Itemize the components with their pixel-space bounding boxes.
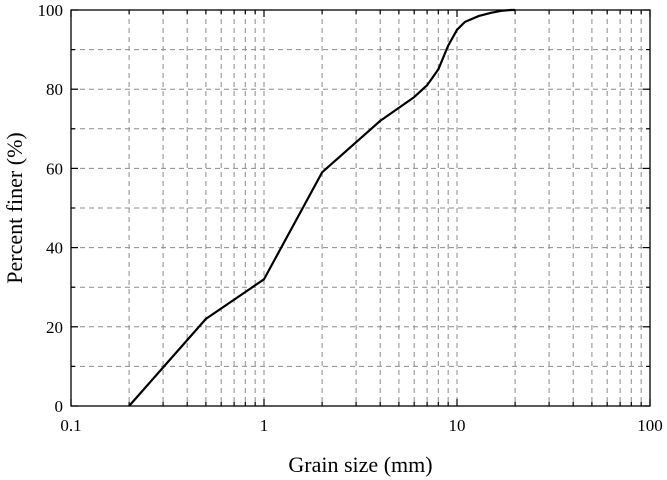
x-tick-label: 0.1 <box>60 416 81 435</box>
y-tick-label: 100 <box>38 1 64 20</box>
y-tick-label: 80 <box>46 80 63 99</box>
y-tick-label: 0 <box>55 397 64 416</box>
tick-labels: 0.1 1 10 100 0 20 40 60 80 100 <box>38 1 663 435</box>
x-tick-label: 10 <box>449 416 466 435</box>
x-axis-title: Grain size (mm) <box>288 452 432 477</box>
plot-frame <box>70 9 651 407</box>
x-tick-label: 100 <box>637 416 663 435</box>
y-axis-title: Percent finer (%) <box>2 132 27 283</box>
gradation-curve <box>128 8 516 407</box>
x-tick-label: 1 <box>260 416 269 435</box>
grid-lines <box>71 10 650 406</box>
y-tick-label: 20 <box>46 318 63 337</box>
y-tick-label: 40 <box>46 239 63 258</box>
y-tick-label: 60 <box>46 159 63 178</box>
